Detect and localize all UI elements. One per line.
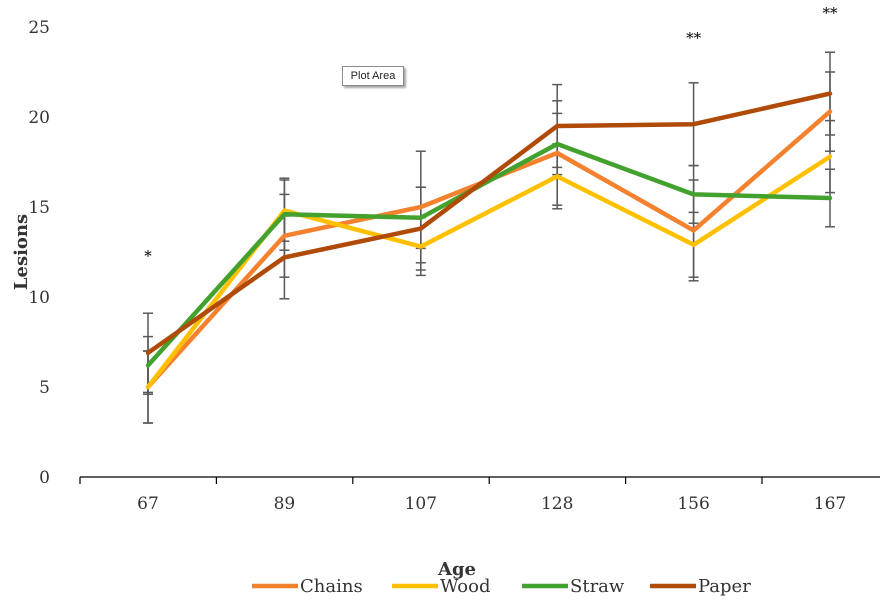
y-tick-label: 15 bbox=[28, 198, 50, 218]
y-axis-title: Lesions bbox=[11, 214, 32, 290]
significance-marker: ** bbox=[686, 29, 702, 47]
legend: Chains Wood Straw Paper bbox=[252, 576, 751, 597]
x-tick-label: 128 bbox=[541, 494, 573, 514]
legend-label-paper: Paper bbox=[698, 576, 751, 597]
significance-marker: ** bbox=[823, 4, 839, 22]
series-lines bbox=[145, 91, 833, 390]
x-tick-label: 89 bbox=[274, 494, 296, 514]
legend-label-straw: Straw bbox=[570, 576, 625, 597]
significance-marker: * bbox=[144, 247, 152, 265]
y-tick-label: 20 bbox=[28, 108, 50, 128]
legend-label-wood: Wood bbox=[440, 576, 490, 597]
y-tick-label: 0 bbox=[39, 468, 50, 488]
series-line-paper bbox=[145, 91, 833, 356]
y-tick-label: 10 bbox=[28, 288, 50, 308]
x-tick-label: 156 bbox=[677, 494, 709, 514]
error-bars bbox=[143, 51, 835, 424]
y-tick-label: 25 bbox=[28, 18, 50, 38]
series-line-straw bbox=[145, 141, 833, 368]
significance-annotations: ***** bbox=[144, 4, 838, 265]
x-tick-label: 167 bbox=[814, 494, 846, 514]
x-axis-title: Age bbox=[437, 559, 476, 580]
y-tick-label: 5 bbox=[39, 378, 50, 398]
x-tick-label: 107 bbox=[405, 494, 437, 514]
plot-area-tooltip: Plot Area bbox=[342, 66, 404, 86]
y-axis: 0 5 10 15 20 25 bbox=[28, 18, 50, 488]
legend-label-chains: Chains bbox=[300, 576, 363, 597]
x-tick-label: 67 bbox=[137, 494, 159, 514]
x-axis: 67 89 107 128 156 167 bbox=[79, 476, 880, 514]
